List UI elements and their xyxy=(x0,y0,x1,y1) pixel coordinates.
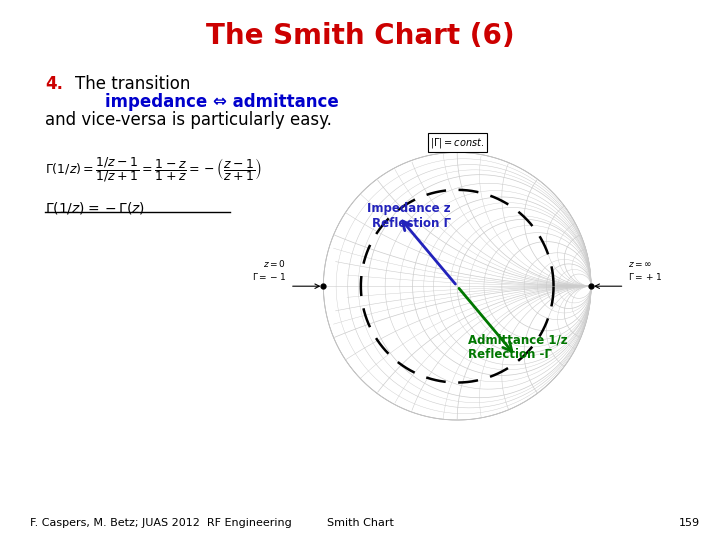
Text: $z=0$
$\Gamma=-1$: $z=0$ $\Gamma=-1$ xyxy=(252,258,286,282)
Text: 159: 159 xyxy=(679,518,700,528)
Text: 4.: 4. xyxy=(45,75,63,93)
Text: impedance ⇔ admittance: impedance ⇔ admittance xyxy=(105,93,338,111)
Text: Smith Chart: Smith Chart xyxy=(327,518,393,528)
Text: $z=\infty$
$\Gamma=+1$: $z=\infty$ $\Gamma=+1$ xyxy=(629,260,662,282)
Text: $\Gamma(1/z)=-\Gamma(z)$: $\Gamma(1/z)=-\Gamma(z)$ xyxy=(45,200,145,216)
Text: $|\Gamma|=const.$: $|\Gamma|=const.$ xyxy=(430,136,485,150)
Text: Impedance z
Reflection Γ: Impedance z Reflection Γ xyxy=(367,202,451,230)
Text: Admittance 1/z
Reflection -Γ: Admittance 1/z Reflection -Γ xyxy=(468,333,567,361)
Text: and vice-versa is particularly easy.: and vice-versa is particularly easy. xyxy=(45,111,332,129)
Text: The transition: The transition xyxy=(75,75,190,93)
Text: The Smith Chart (6): The Smith Chart (6) xyxy=(206,22,514,50)
Text: $\Gamma(1/z)=\dfrac{1/z-1}{1/z+1}=\dfrac{1-z}{1+z}=-\left(\dfrac{z-1}{z+1}\right: $\Gamma(1/z)=\dfrac{1/z-1}{1/z+1}=\dfrac… xyxy=(45,155,262,184)
Text: F. Caspers, M. Betz; JUAS 2012  RF Engineering: F. Caspers, M. Betz; JUAS 2012 RF Engine… xyxy=(30,518,292,528)
